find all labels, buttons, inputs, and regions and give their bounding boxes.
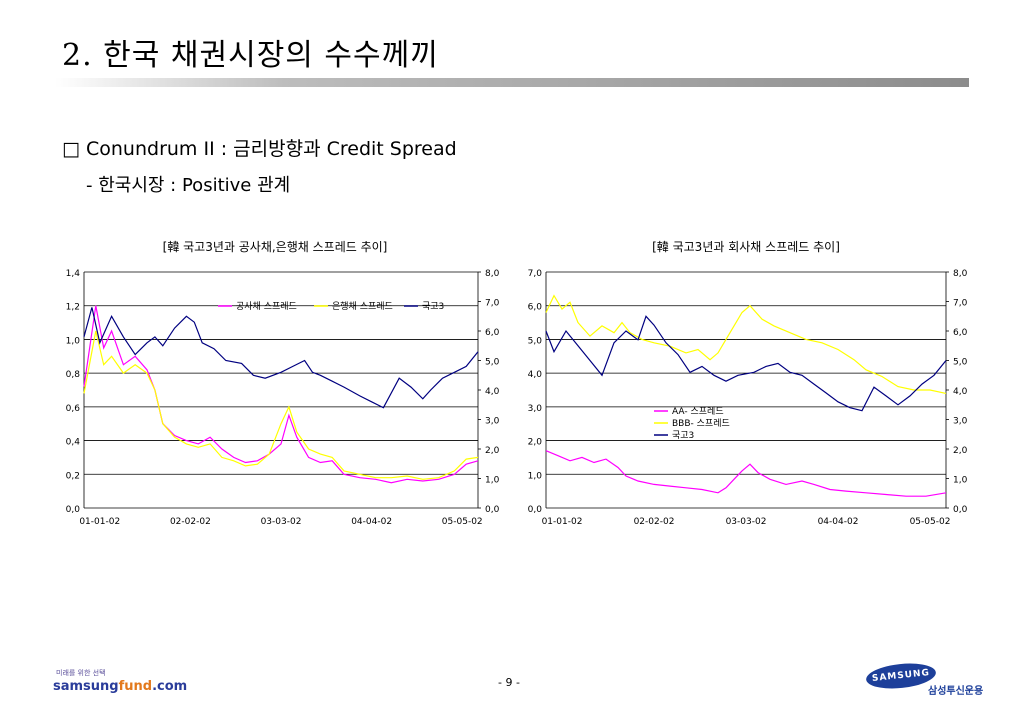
chart-left: [韓 국고3년과 공사채,은행채 스프레드 추이] 0,0 0,2 0,4 0,6 0,8… [66, 239, 500, 527]
right-tick-label: 5,0 [953, 358, 968, 368]
series-line-1 [545, 294, 947, 394]
right-tick-label: 6,0 [953, 328, 968, 338]
left-tick-label: 0,0 [528, 505, 543, 515]
site-accent: fund [118, 679, 153, 694]
legend-label: 국고3 [422, 301, 444, 312]
legend-label: 은행채 스프레드 [332, 300, 393, 312]
left-tick-label: 0,0 [66, 505, 81, 515]
right-tick-label: 0,0 [953, 505, 968, 515]
series-line-2 [545, 315, 947, 412]
section-subheading: - 한국시장 : Positive 관계 [86, 175, 291, 196]
right-tick-label: 0,0 [485, 505, 500, 515]
left-tick-label: 2,0 [528, 438, 543, 448]
series-line-0 [545, 450, 947, 497]
chart-title: [韓 국고3년과 공사채,은행채 스프레드 추이] [163, 239, 388, 254]
legend-label: BBB- 스프레드 [672, 418, 730, 429]
left-tick-label: 5,0 [528, 336, 543, 346]
right-tick-label: 7,0 [485, 299, 500, 309]
left-tick-label: 4,0 [528, 370, 543, 380]
title-divider [55, 78, 969, 87]
left-tick-label: 1,4 [66, 269, 81, 279]
legend-label: 국고3 [672, 430, 694, 441]
x-tick-label: 04-04-02 [351, 517, 392, 527]
x-tick-label: 03-03-02 [726, 517, 767, 527]
series-line-0 [83, 305, 479, 484]
left-tick-label: 7,0 [528, 269, 543, 279]
right-tick-label: 6,0 [485, 328, 500, 338]
chart-title: [韓 국고3년과 회사채 스프레드 추이] [652, 240, 840, 254]
left-tick-label: 3,0 [528, 404, 543, 414]
section-heading: □ Conundrum II : 금리방향과 Credit Spread [62, 138, 457, 160]
samsung-logo: SAMSUNG [864, 660, 938, 692]
left-tick-label: 0,8 [66, 370, 81, 380]
right-tick-label: 5,0 [485, 358, 500, 368]
series-line-2 [83, 307, 479, 409]
right-tick-label: 3,0 [953, 417, 968, 427]
left-tick-label: 1,2 [66, 303, 80, 313]
legend-label: AA- 스프레드 [672, 406, 724, 417]
left-tick-label: 0,6 [66, 404, 81, 414]
right-tick-label: 3,0 [485, 417, 500, 427]
footer-site-link[interactable]: samsungfund.com [53, 679, 187, 694]
right-tick-label: 2,0 [953, 446, 968, 456]
site-tail: .com [152, 679, 188, 694]
page-number: - 9 - [498, 676, 520, 689]
left-tick-label: 6,0 [528, 303, 543, 313]
right-tick-label: 8,0 [485, 269, 500, 279]
x-tick-label: 05-05-02 [442, 517, 483, 527]
legend-label: 공사채 스프레드 [236, 301, 297, 312]
right-tick-label: 8,0 [953, 269, 968, 279]
page-title: 2. 한국 채권시장의 수수께끼 [62, 38, 439, 73]
right-tick-label: 1,0 [485, 476, 500, 486]
x-tick-label: 01-01-02 [542, 517, 583, 527]
x-tick-label: 03-03-02 [261, 517, 302, 527]
right-tick-label: 1,0 [953, 476, 968, 486]
left-tick-label: 1,0 [66, 336, 81, 346]
left-tick-label: 0,4 [66, 438, 81, 448]
right-tick-label: 4,0 [485, 387, 500, 397]
x-tick-label: 01-01-02 [79, 517, 120, 527]
x-tick-label: 05-05-02 [910, 517, 951, 527]
site-main: samsung [53, 679, 119, 694]
x-tick-label: 02-02-02 [634, 517, 675, 527]
right-tick-label: 2,0 [485, 446, 500, 456]
x-tick-label: 04-04-02 [818, 517, 859, 527]
left-tick-label: 1,0 [528, 471, 543, 481]
right-tick-label: 7,0 [953, 299, 968, 309]
footer-slogan: 미래를 위한 선택 [56, 669, 106, 677]
chart-right: [韓 국고3년과 회사채 스프레드 추이] 0,0 1,0 2,0 3,0 4,0 5,0 6… [528, 240, 968, 527]
x-tick-label: 02-02-02 [170, 517, 211, 527]
right-tick-label: 4,0 [953, 387, 968, 397]
left-tick-label: 0,2 [66, 471, 80, 481]
series-line-1 [83, 330, 479, 480]
company-name: 삼성투신운용 [928, 686, 984, 697]
